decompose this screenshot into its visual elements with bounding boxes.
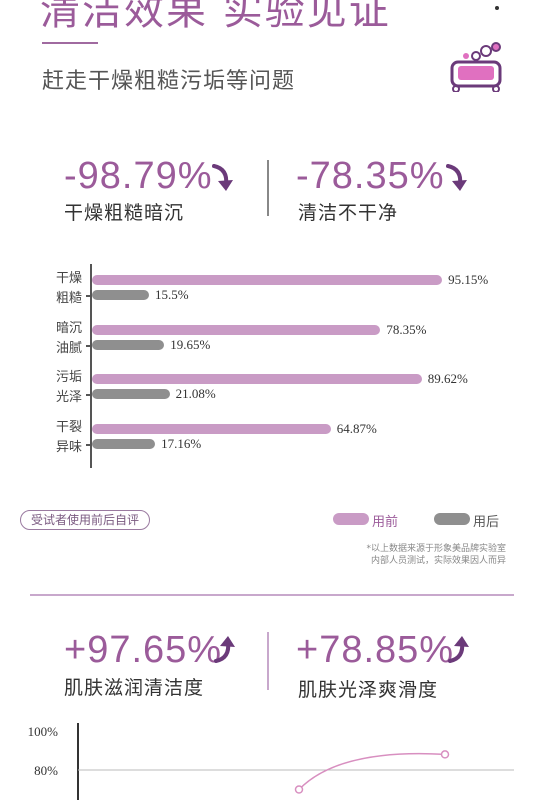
data-point bbox=[294, 785, 304, 794]
stat-label-gloss: 肌肤光泽爽滑度 bbox=[298, 679, 439, 701]
bar-before bbox=[92, 374, 422, 384]
data-label: 15.5% bbox=[155, 287, 189, 302]
decorative-dot bbox=[495, 6, 499, 10]
curved-arrow-down-icon bbox=[446, 164, 467, 191]
category-label: 暗沉 油腻 bbox=[54, 319, 84, 359]
bar-after bbox=[92, 389, 170, 399]
category-label-line: 异味 bbox=[55, 439, 82, 455]
category-label-line: 污垢 bbox=[55, 370, 82, 385]
category-label-line: 干裂 bbox=[55, 419, 82, 435]
data-label: 21.08% bbox=[175, 386, 216, 401]
y-tick-label: 80% bbox=[34, 763, 58, 778]
category-label: 干裂 异味 bbox=[54, 418, 84, 458]
data-label: 95.15% bbox=[448, 272, 489, 287]
title-underline bbox=[42, 42, 98, 44]
curved-arrow-up-icon bbox=[214, 636, 235, 663]
data-label: 64.87% bbox=[336, 420, 377, 436]
chart-caption-badge: 受试者使用前后自评 bbox=[20, 510, 151, 530]
bar-before bbox=[92, 275, 443, 285]
data-label: 78.35% bbox=[386, 321, 427, 337]
section-divider bbox=[30, 594, 514, 596]
category-label-line: 暗沉 bbox=[55, 320, 82, 336]
soap-bubbles-icon bbox=[450, 42, 502, 92]
series-line bbox=[298, 752, 446, 791]
bar-chart-y-axis bbox=[90, 264, 92, 468]
bar-after bbox=[92, 339, 165, 350]
legend-label-before: 用前 bbox=[372, 515, 399, 530]
stat-value-gloss: +78.85% bbox=[296, 629, 455, 671]
data-label: 19.65% bbox=[170, 336, 211, 352]
data-source-note: *以上数据来源于形象美品牌实验室 内部人员测试，实际效果因人而异 bbox=[366, 543, 506, 567]
category-label: 污垢 光泽 bbox=[54, 368, 84, 408]
data-source-note-line: 内部人员测试，实际效果因人而异 bbox=[370, 556, 506, 566]
data-label: 89.62% bbox=[427, 371, 468, 386]
category-label-line: 光泽 bbox=[55, 390, 82, 405]
bar-chart: 干燥粗糙 95.15% 15.5% 暗沉油腻 78.35% 19.65% 污垢光泽 89.62… bbox=[54, 264, 489, 468]
category-label-line: 粗糙 bbox=[55, 291, 82, 306]
y-axis-tick bbox=[86, 344, 92, 347]
stat-label-dryness: 干燥粗糙暗沉 bbox=[64, 202, 185, 224]
bar-before bbox=[92, 423, 331, 434]
legend-swatch-before bbox=[333, 513, 369, 525]
data-point bbox=[440, 750, 450, 759]
category-label-line: 油腻 bbox=[55, 340, 82, 356]
data-source-note-line: *以上数据来源于形象美品牌实验室 bbox=[366, 544, 506, 554]
data-label: 17.16% bbox=[161, 435, 202, 451]
curved-arrow-down-icon bbox=[212, 164, 233, 191]
y-axis-tick bbox=[86, 443, 92, 446]
category-label: 干燥 粗糙 bbox=[54, 269, 84, 309]
stat-label-moisture: 肌肤滋润清洁度 bbox=[64, 677, 205, 699]
legend-swatch-after bbox=[434, 513, 470, 525]
stat-divider bbox=[267, 632, 269, 690]
curved-arrow-up-icon bbox=[448, 636, 469, 663]
y-axis-tick bbox=[86, 295, 92, 297]
bar-after bbox=[92, 438, 156, 449]
y-tick-label: 100% bbox=[28, 724, 59, 739]
bar-after bbox=[92, 290, 150, 300]
line-chart: 100% 80% bbox=[28, 723, 514, 800]
stat-label-clean: 清洁不干净 bbox=[298, 202, 399, 224]
stat-value-moisture: +97.65% bbox=[64, 629, 223, 671]
stat-value-dryness: -98.79% bbox=[64, 155, 213, 197]
category-label-line: 干燥 bbox=[55, 271, 82, 286]
stat-divider bbox=[267, 160, 269, 216]
legend-label-after: 用后 bbox=[473, 515, 500, 530]
y-axis-tick bbox=[86, 394, 92, 396]
stat-value-clean: -78.35% bbox=[296, 155, 445, 197]
bar-before bbox=[92, 324, 381, 335]
page-title: 清洁效果 实验见证 bbox=[40, 0, 391, 34]
page-subtitle: 赶走干燥粗糙污垢等问题 bbox=[42, 69, 296, 94]
